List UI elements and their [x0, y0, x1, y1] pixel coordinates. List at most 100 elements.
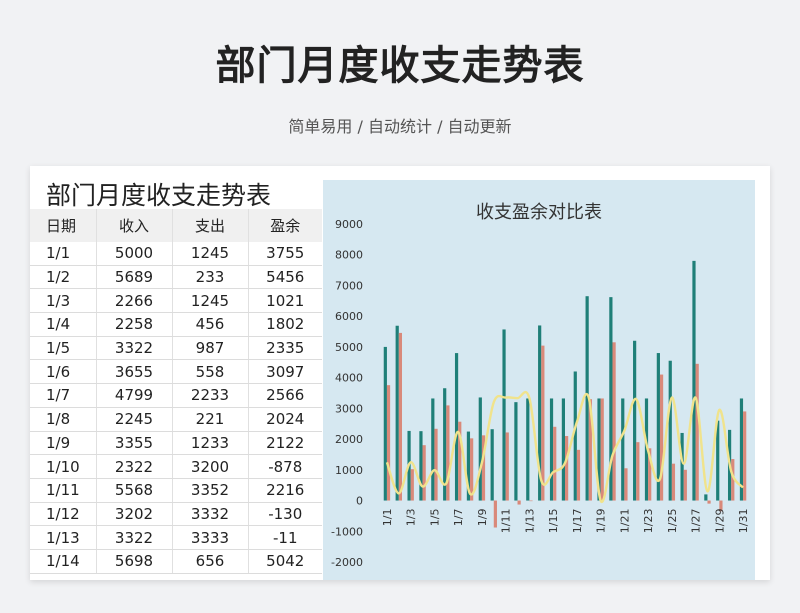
bar — [517, 500, 521, 505]
cell-date[interactable]: 1/7 — [30, 383, 97, 408]
x-tick-label: 1/7 — [452, 509, 465, 527]
cell-income[interactable]: 2266 — [96, 288, 173, 314]
cell-expense[interactable]: 3332 — [172, 502, 249, 527]
cell-surplus[interactable]: -130 — [248, 502, 322, 527]
cell-income[interactable]: 2245 — [96, 407, 173, 432]
cell-surplus[interactable]: 3097 — [248, 359, 322, 385]
cell-expense[interactable]: 1233 — [172, 431, 249, 456]
table-row: 1/6 3655 558 3097 — [30, 359, 322, 385]
cell-date[interactable]: 1/3 — [30, 288, 97, 314]
cell-surplus[interactable]: 1021 — [248, 288, 322, 314]
cell-date[interactable]: 1/12 — [30, 502, 97, 527]
cell-date[interactable]: 1/9 — [30, 431, 97, 456]
bar — [466, 431, 471, 501]
cell-expense[interactable]: 233 — [172, 265, 249, 290]
cell-date[interactable]: 1/10 — [30, 454, 97, 479]
bar — [410, 469, 414, 501]
cell-surplus[interactable]: 2024 — [248, 407, 322, 432]
bar — [739, 398, 744, 501]
bar — [671, 463, 676, 501]
cell-income[interactable]: 2322 — [96, 454, 173, 479]
cell-expense[interactable]: 558 — [172, 359, 249, 385]
cell-date[interactable]: 1/2 — [30, 265, 97, 290]
column-header-expense[interactable]: 支出 — [172, 209, 249, 242]
cell-date[interactable]: 1/13 — [30, 525, 97, 550]
cell-expense[interactable]: 2233 — [172, 383, 249, 408]
cell-date[interactable]: 1/5 — [30, 336, 97, 361]
cell-income[interactable]: 5568 — [96, 478, 173, 503]
cell-surplus[interactable]: -11 — [248, 525, 322, 550]
bar — [644, 398, 649, 501]
cell-income[interactable]: 3322 — [96, 525, 173, 550]
cell-date[interactable]: 1/8 — [30, 407, 97, 432]
cell-income[interactable]: 4799 — [96, 383, 173, 408]
bar — [636, 442, 640, 501]
cell-income[interactable]: 3322 — [96, 336, 173, 361]
cell-income[interactable]: 2258 — [96, 312, 173, 337]
comparison-chart: -2000 -1000 0 1000 2000 3000 4000 5000 6000 7000 8… — [331, 218, 750, 569]
column-header-income[interactable]: 收入 — [96, 209, 173, 242]
cell-surplus[interactable]: 2122 — [248, 431, 322, 456]
cell-date[interactable]: 1/4 — [30, 312, 97, 337]
cell-income[interactable]: 5000 — [96, 242, 173, 266]
bar — [443, 388, 447, 501]
cell-surplus[interactable]: 2335 — [248, 336, 322, 361]
cell-surplus[interactable]: -878 — [248, 454, 322, 479]
column-header-date[interactable]: 日期 — [30, 209, 97, 242]
cell-expense[interactable]: 1245 — [172, 242, 249, 266]
bar — [597, 398, 601, 501]
bar — [538, 325, 542, 501]
column-header-surplus[interactable]: 盈余 — [248, 209, 322, 242]
x-tick-label: 1/15 — [547, 509, 560, 534]
x-tick-label: 1/19 — [595, 509, 608, 534]
bar — [419, 431, 423, 501]
cell-surplus[interactable]: 3755 — [248, 242, 322, 266]
cell-date[interactable]: 1/11 — [30, 478, 97, 503]
cell-expense[interactable]: 987 — [172, 336, 249, 361]
table-row: 1/14 5698 656 5042 — [30, 549, 322, 574]
y-tick-label: 4000 — [335, 372, 363, 385]
bar — [490, 429, 494, 501]
x-tick-label: 1/23 — [642, 509, 655, 534]
cell-surplus[interactable]: 1802 — [248, 312, 322, 337]
table-row: 1/2 5689 233 5456 — [30, 265, 322, 290]
bar — [505, 432, 509, 501]
cell-date[interactable]: 1/1 — [30, 242, 97, 266]
table-row: 1/9 3355 1233 2122 — [30, 431, 322, 456]
cell-expense[interactable]: 656 — [172, 549, 249, 574]
cell-expense[interactable]: 456 — [172, 312, 249, 337]
cell-expense[interactable]: 3200 — [172, 454, 249, 479]
cell-surplus[interactable]: 5042 — [248, 549, 322, 574]
cell-expense[interactable]: 3352 — [172, 478, 249, 503]
cell-surplus[interactable]: 5456 — [248, 265, 322, 290]
cell-income[interactable]: 3202 — [96, 502, 173, 527]
cell-date[interactable]: 1/6 — [30, 359, 97, 385]
bar — [576, 449, 581, 501]
cell-income[interactable]: 3655 — [96, 359, 173, 385]
bar — [398, 332, 403, 501]
bar — [553, 426, 557, 501]
bar — [549, 398, 554, 501]
cell-date[interactable]: 1/14 — [30, 549, 97, 574]
bar — [656, 353, 660, 501]
bar — [719, 500, 723, 512]
cell-expense[interactable]: 1245 — [172, 288, 249, 314]
bar — [573, 371, 577, 501]
cell-income[interactable]: 5689 — [96, 265, 173, 290]
cell-surplus[interactable]: 2566 — [248, 383, 322, 408]
cell-expense[interactable]: 221 — [172, 407, 249, 432]
cell-income[interactable]: 3355 — [96, 431, 173, 456]
cell-expense[interactable]: 3333 — [172, 525, 249, 550]
bar — [621, 398, 625, 501]
cell-income[interactable]: 5698 — [96, 549, 173, 574]
bar — [526, 398, 530, 501]
bar — [395, 325, 399, 501]
bar — [383, 346, 387, 501]
y-tick-label: 7000 — [335, 279, 363, 292]
bar — [470, 438, 474, 501]
x-tick-label: 1/31 — [737, 509, 750, 534]
bar — [446, 405, 450, 501]
cell-surplus[interactable]: 2216 — [248, 478, 322, 503]
bar — [454, 353, 459, 501]
bar — [529, 500, 533, 502]
